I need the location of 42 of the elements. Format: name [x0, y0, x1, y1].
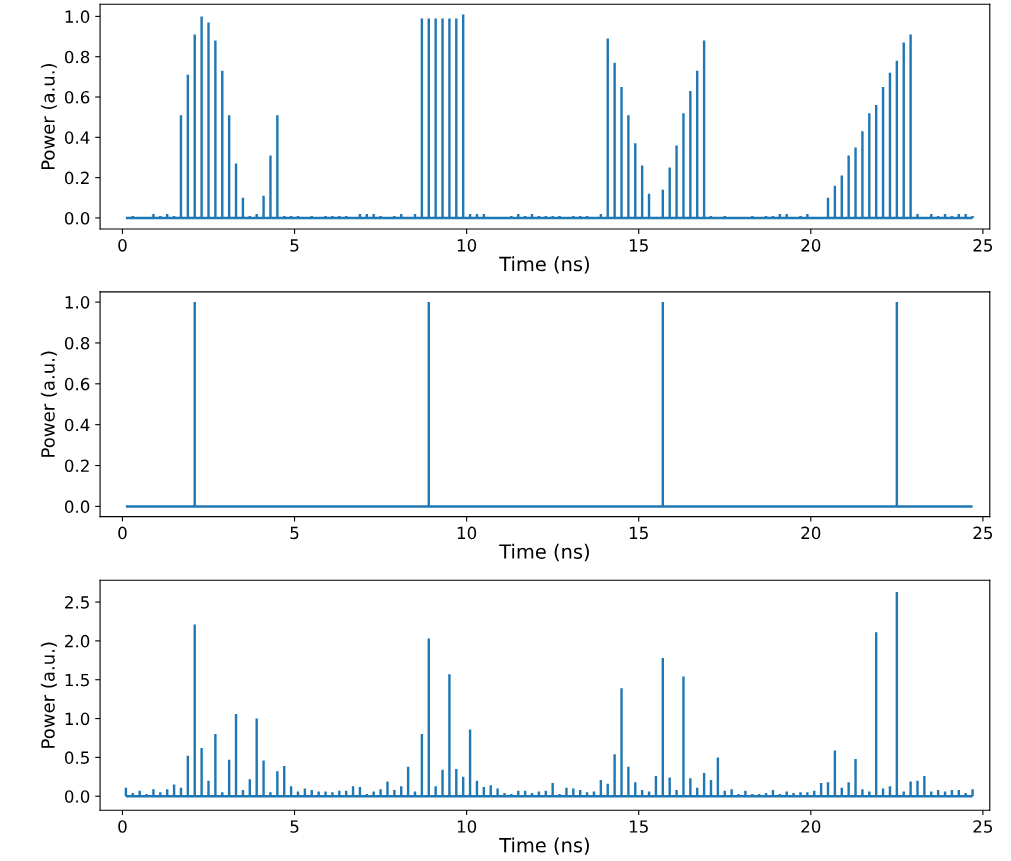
x-tick-label: 25: [973, 820, 993, 833]
x-tick-label: 20: [801, 820, 821, 833]
x-tick-label: 10: [457, 526, 477, 540]
x-tick-label: 15: [629, 820, 648, 833]
y-axis-title: Power (a.u.): [40, 351, 57, 457]
y-tick-label: 2.5: [65, 596, 89, 609]
y-tick-label: 1.0: [65, 296, 90, 309]
y-tick-label: 0.4: [64, 418, 90, 432]
x-tick-label: 5: [290, 820, 299, 833]
y-tick-label: 0.2: [64, 171, 89, 185]
y-tick-label: 0.8: [64, 336, 90, 350]
y-tick-label: 0.0: [64, 500, 90, 513]
x-axis-title: Time (ns): [499, 256, 589, 274]
x-tick-label: 0: [118, 526, 127, 540]
x-tick-label: 10: [457, 239, 477, 252]
y-tick-label: 0.0: [64, 790, 90, 803]
x-tick-label: 25: [973, 526, 993, 540]
y-tick-label: 0.0: [64, 211, 90, 225]
y-tick-label: 0.6: [64, 90, 90, 104]
y-tick-label: 1.5: [65, 673, 89, 687]
x-tick-label: 0: [118, 820, 127, 833]
y-tick-label: 0.5: [64, 751, 89, 764]
x-tick-label: 15: [629, 526, 648, 540]
x-tick-label: 20: [801, 526, 821, 540]
x-axis-title: Time (ns): [499, 837, 589, 855]
y-tick-label: 1.0: [65, 712, 90, 726]
x-tick-label: 10: [457, 820, 477, 833]
y-axis-title: Power (a.u.): [40, 642, 57, 748]
y-tick-label: 0.2: [64, 459, 89, 473]
y-axis-title: Power (a.u.): [40, 64, 57, 170]
x-axis-title: Time (ns): [499, 543, 589, 562]
x-tick-label: 5: [290, 526, 299, 540]
x-tick-label: 0: [118, 239, 127, 252]
y-tick-label: 1.0: [65, 10, 90, 23]
x-tick-label: 15: [629, 239, 648, 252]
y-tick-label: 2.0: [65, 634, 90, 648]
y-tick-label: 0.4: [64, 131, 90, 144]
y-tick-label: 0.6: [64, 377, 90, 391]
x-tick-label: 20: [801, 239, 821, 252]
x-tick-label: 5: [290, 239, 299, 252]
y-tick-label: 0.8: [64, 50, 90, 64]
x-tick-label: 25: [973, 239, 993, 252]
